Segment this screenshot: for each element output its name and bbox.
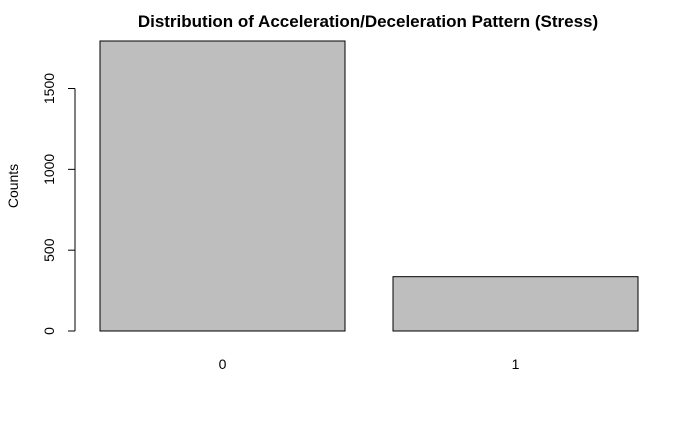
bars <box>99 40 639 332</box>
x-tick-label: 1 <box>512 356 520 372</box>
y-axis: 0 500 1000 1500 <box>41 73 76 335</box>
x-tick-label: 0 <box>219 356 227 372</box>
bar <box>392 276 639 332</box>
y-tick-label: 500 <box>41 238 57 262</box>
y-tick-label: 0 <box>41 327 57 335</box>
y-axis-title: Counts <box>5 164 21 208</box>
y-tick-label: 1500 <box>41 73 57 104</box>
chart-title: Distribution of Acceleration/Deceleratio… <box>138 12 598 31</box>
y-tick-label: 1000 <box>41 154 57 185</box>
bar <box>99 40 346 332</box>
